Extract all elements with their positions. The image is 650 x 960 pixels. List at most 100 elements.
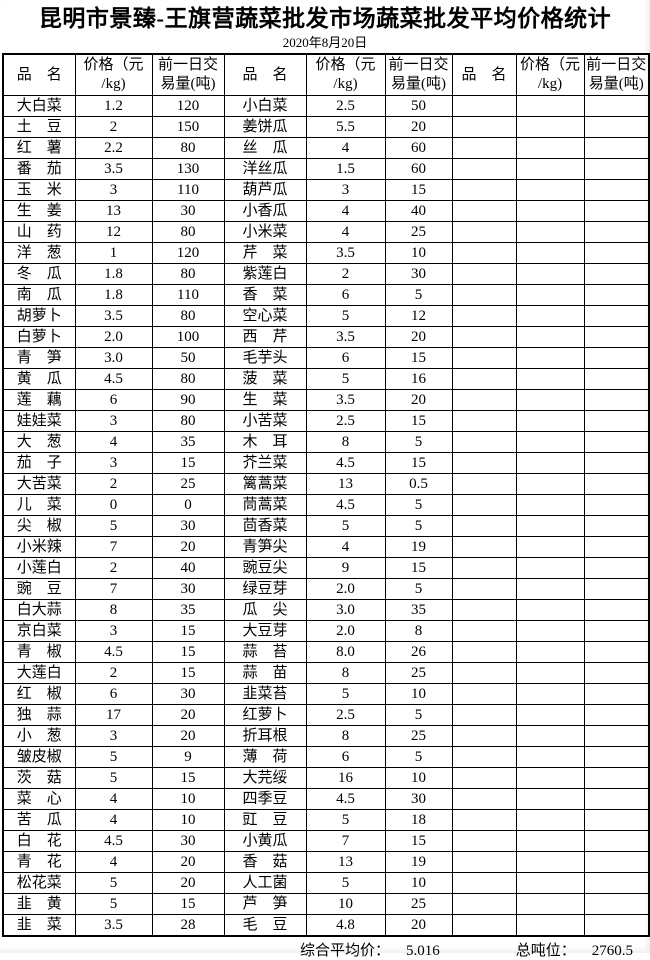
table-row: 韭 菜 3.5 28 毛 豆 4.8 20 [2, 914, 650, 937]
product-name-cell [451, 557, 517, 579]
volume-cell: 20 [151, 725, 225, 747]
product-name-cell [451, 725, 517, 747]
price-cell: 2 [74, 557, 153, 579]
table-row: 胡萝卜 3.5 80 空心菜 5 12 [2, 305, 650, 327]
volume-cell: 150 [151, 116, 225, 138]
col-header-volume: 前一日交 易量(吨) [384, 53, 453, 96]
product-name-cell: 篱蒿菜 [223, 473, 307, 495]
price-cell: 3.5 [305, 389, 386, 411]
product-name-cell: 豌豆尖 [223, 557, 307, 579]
price-cell: 8.0 [305, 641, 386, 663]
price-cell: 7 [74, 578, 153, 600]
price-cell [515, 767, 585, 789]
volume-cell: 25 [151, 473, 225, 495]
volume-cell [583, 116, 650, 138]
price-cell: 13 [305, 473, 386, 495]
product-name-cell: 四季豆 [223, 788, 307, 810]
price-cell: 3.5 [74, 305, 153, 327]
price-cell [515, 494, 585, 516]
product-name-cell: 茼蒿菜 [223, 494, 307, 516]
product-name-cell [451, 914, 517, 937]
table-header: 品 名价格（元 /kg) 前一日交 易量(吨) 品 名价格（元 /kg) 前一日交 易… [2, 53, 650, 96]
volume-cell: 15 [384, 830, 453, 852]
product-name-cell: 娃娃菜 [2, 410, 76, 432]
price-cell: 1.2 [74, 95, 153, 117]
volume-cell [583, 326, 650, 348]
volume-cell [583, 389, 650, 411]
price-cell [515, 809, 585, 831]
product-name-cell: 香 菜 [223, 284, 307, 306]
volume-cell: 30 [151, 830, 225, 852]
product-name-cell: 莲 藕 [2, 389, 76, 411]
table-row: 京白菜 3 15 大豆芽 2.0 8 [2, 620, 650, 642]
volume-cell: 5 [384, 431, 453, 453]
price-cell [515, 389, 585, 411]
price-cell [515, 221, 585, 243]
product-name-cell: 洋 葱 [2, 242, 76, 264]
volume-cell [583, 452, 650, 474]
product-name-cell [451, 851, 517, 873]
price-cell: 3 [305, 179, 386, 201]
table-row: 冬 瓜 1.8 80 紫莲白 2 30 [2, 263, 650, 285]
product-name-cell: 小 葱 [2, 725, 76, 747]
volume-cell [583, 851, 650, 873]
price-cell [515, 746, 585, 768]
price-cell: 4 [74, 431, 153, 453]
table-row: 玉 米 3 110 葫芦瓜 3 15 [2, 179, 650, 201]
volume-cell: 60 [384, 158, 453, 180]
price-cell [515, 788, 585, 810]
price-cell: 9 [305, 557, 386, 579]
volume-cell: 15 [151, 767, 225, 789]
price-cell: 5 [74, 872, 153, 894]
product-name-cell: 小香瓜 [223, 200, 307, 222]
col-header-volume: 前一日交 易量(吨) [583, 53, 650, 96]
table-row: 大莲白 2 15 蒜 苗 8 25 [2, 662, 650, 684]
volume-cell: 100 [151, 326, 225, 348]
price-cell: 2.5 [305, 410, 386, 432]
price-cell: 3 [74, 179, 153, 201]
price-cell: 4.5 [74, 368, 153, 390]
product-name-cell: 红 椒 [2, 683, 76, 705]
volume-cell: 5 [384, 704, 453, 726]
price-cell [515, 410, 585, 432]
price-cell: 2.0 [305, 578, 386, 600]
volume-cell [583, 536, 650, 558]
price-cell: 4.5 [305, 788, 386, 810]
table-row: 尖 椒 5 30 茴香菜 5 5 [2, 515, 650, 537]
price-cell: 6 [74, 389, 153, 411]
price-cell: 8 [74, 599, 153, 621]
volume-cell: 15 [384, 179, 453, 201]
product-name-cell [451, 788, 517, 810]
volume-cell [583, 704, 650, 726]
table-row: 青 笋 3.0 50 毛芋头 6 15 [2, 347, 650, 369]
price-cell [515, 620, 585, 642]
volume-cell: 50 [384, 95, 453, 117]
volume-cell: 5 [384, 284, 453, 306]
product-name-cell: 香 菇 [223, 851, 307, 873]
product-name-cell: 小苦菜 [223, 410, 307, 432]
volume-cell: 35 [384, 599, 453, 621]
product-name-cell: 蒜 苗 [223, 662, 307, 684]
product-name-cell [451, 452, 517, 474]
product-name-cell: 番 茄 [2, 158, 76, 180]
price-cell [515, 683, 585, 705]
volume-cell [583, 200, 650, 222]
product-name-cell [451, 410, 517, 432]
volume-cell: 60 [384, 137, 453, 159]
table-row: 韭 黄 5 15 芦 笋 10 25 [2, 893, 650, 915]
table-row: 白大蒜 8 35 瓜 尖 3.0 35 [2, 599, 650, 621]
product-name-cell [451, 368, 517, 390]
volume-cell: 5 [384, 746, 453, 768]
product-name-cell [451, 662, 517, 684]
product-name-cell [451, 515, 517, 537]
volume-cell: 110 [151, 284, 225, 306]
product-name-cell: 瓜 尖 [223, 599, 307, 621]
product-name-cell: 茴香菜 [223, 515, 307, 537]
product-name-cell: 黄 瓜 [2, 368, 76, 390]
table-row: 洋 葱 1 120 芹 菜 3.5 10 [2, 242, 650, 264]
table-row: 小 葱 3 20 折耳根 8 25 [2, 725, 650, 747]
product-name-cell [451, 893, 517, 915]
page-title: 昆明市景臻-王旗营蔬菜批发市场蔬菜批发平均价格统计 [38, 6, 612, 31]
volume-cell: 120 [151, 242, 225, 264]
